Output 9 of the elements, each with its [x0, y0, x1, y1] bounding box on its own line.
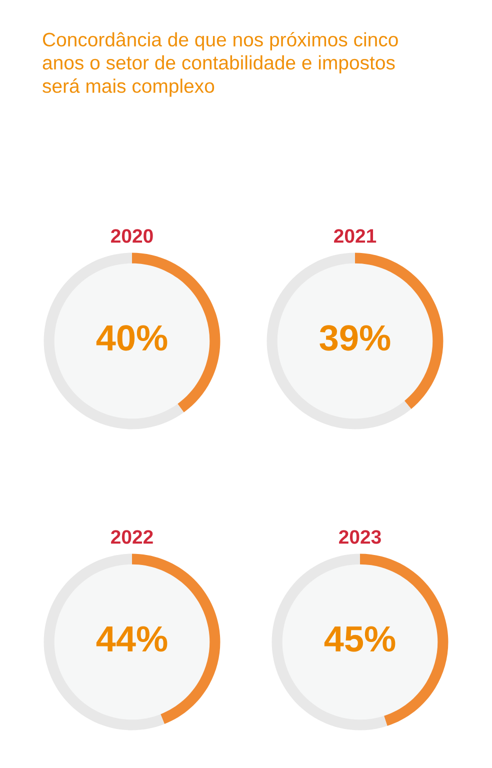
- chart-title: 2023: [339, 530, 381, 544]
- data-label: 45%: [324, 626, 396, 652]
- chart-title: 2021: [334, 229, 376, 243]
- text: Concordância de que nos próximos cinco anos o setor de contabilidade e impostos será mais complexo: [42, 32, 398, 97]
- data-label: 40%: [96, 325, 168, 351]
- chart-title: 2022: [111, 530, 153, 544]
- data-label: 44%: [96, 626, 168, 652]
- data-label: 39%: [320, 325, 390, 351]
- chart-title: 2020: [111, 229, 153, 243]
